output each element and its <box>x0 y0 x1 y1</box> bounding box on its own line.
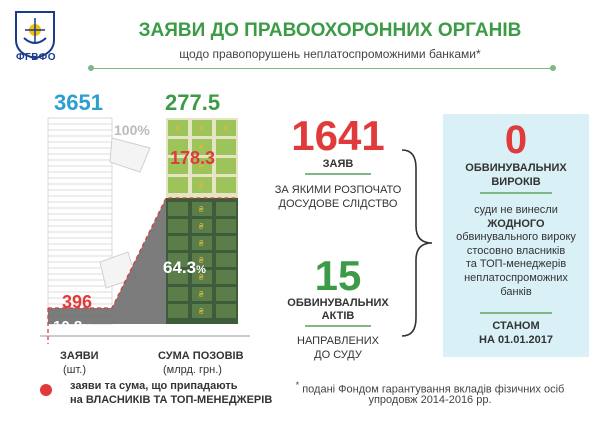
indictments-desc-line2: ДО СУДУ <box>314 349 362 361</box>
verdicts-count: 0 <box>504 118 528 162</box>
as-of-date: НА 01.01.2017 <box>479 334 553 346</box>
indictments-divider <box>305 325 371 327</box>
svg-text:₴: ₴ <box>199 222 204 231</box>
claims-owners-pct: 64.3% <box>163 258 206 277</box>
investigations-desc-line2: ДОСУДОВЕ СЛІДСТВО <box>278 198 398 210</box>
as-of-label: СТАНОМ <box>492 320 540 332</box>
applications-owners-pct: 10.8% <box>53 318 92 335</box>
investigations-desc-line1: ЗА ЯКИМИ РОЗПОЧАТО <box>274 184 402 196</box>
verdicts-label-line2: ВИРОКІВ <box>491 176 541 188</box>
svg-text:₴: ₴ <box>199 239 204 248</box>
owners-share-area <box>48 198 166 324</box>
claims-total: 277.5 <box>165 90 221 115</box>
svg-text:₴: ₴ <box>199 205 204 214</box>
claims-caption: СУМА ПОЗОВІВ <box>158 350 244 362</box>
indictments-label-line1: ОБВИНУВАЛЬНИХ <box>287 297 389 309</box>
verdicts-description: суди не винесли ЖОДНОГО обвинувального в… <box>456 204 576 298</box>
subtitle-divider <box>92 68 552 69</box>
applications-claims-illustration: ₴ ₴ ₴ ₴ ₴ ₴ ₴ ₴ ₴ ₴ ₴ ₴ ₴ <box>40 117 250 344</box>
svg-text:₴: ₴ <box>199 256 204 265</box>
legend-text-line1: заяви та сума, що припадають <box>70 380 238 392</box>
investigations-label: ЗАЯВ <box>322 158 354 170</box>
verdicts-divider-top <box>480 192 552 194</box>
investigations-count: 1641 <box>291 112 385 159</box>
applications-caption: ЗАЯВИ <box>60 350 99 362</box>
applications-total-pct: 100% <box>114 122 150 138</box>
indictments-desc-line1: НАПРАВЛЕНИХ <box>297 335 379 347</box>
applications-owners-value: 396 <box>62 292 93 312</box>
svg-text:₴: ₴ <box>199 143 204 152</box>
svg-text:₴: ₴ <box>199 162 204 171</box>
page-subtitle: щодо правопорушень неплатоспроможними ба… <box>179 47 481 61</box>
indictments-count: 15 <box>314 252 362 299</box>
divider-dot-left <box>88 65 94 71</box>
fund-logo <box>14 10 56 60</box>
indictments-label-line2: АКТІВ <box>321 310 355 322</box>
owners-share-outline <box>48 197 238 309</box>
divider-dot-right <box>550 65 556 71</box>
money-stack: ₴ ₴ ₴ ₴ ₴ ₴ ₴ ₴ ₴ ₴ ₴ ₴ ₴ <box>166 118 238 324</box>
legend-text-line2: на ВЛАСНИКІВ ТА ТОП-МЕНЕДЖЕРІВ <box>70 394 273 406</box>
svg-text:₴: ₴ <box>199 307 204 316</box>
applications-unit: (шт.) <box>63 364 87 376</box>
svg-text:₴: ₴ <box>199 181 204 190</box>
page-title: ЗАЯВИ ДО ПРАВООХОРОННИХ ОРГАНІВ <box>138 20 522 41</box>
svg-text:₴: ₴ <box>223 124 228 133</box>
claims-unit: (млрд. грн.) <box>163 364 222 376</box>
claims-owners-value: 178.3 <box>170 148 216 168</box>
investigations-divider <box>305 173 371 175</box>
footnote-line2: упродовж 2014-2016 рр. <box>368 394 492 406</box>
footnote-line1: * подані Фондом гарантування вкладів фіз… <box>295 380 565 396</box>
applications-total: 3651 <box>54 90 103 115</box>
legend-dot-icon <box>40 384 52 396</box>
verdicts-divider-bottom <box>480 312 552 314</box>
svg-text:₴: ₴ <box>199 290 204 299</box>
logo-emblem-icon <box>15 11 55 60</box>
logo-text: ФГВФО <box>16 52 56 63</box>
svg-text:₴: ₴ <box>175 124 180 133</box>
svg-text:₴: ₴ <box>199 124 204 133</box>
brace-icon <box>401 149 433 337</box>
paper-stack <box>47 117 151 325</box>
verdicts-label-line1: ОБВИНУВАЛЬНИХ <box>465 162 567 174</box>
svg-text:₴: ₴ <box>199 273 204 282</box>
verdicts-panel <box>443 114 589 357</box>
